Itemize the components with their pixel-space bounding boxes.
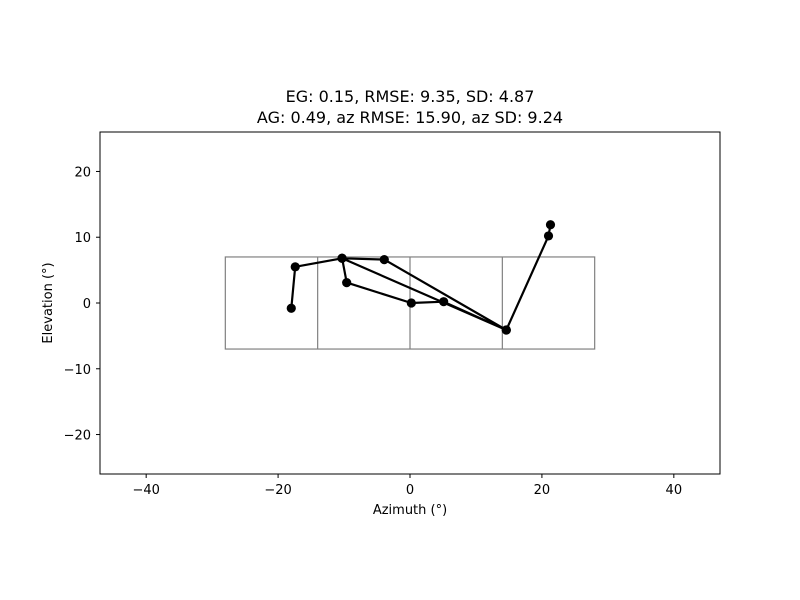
x-tick-label: −20 [264,483,291,498]
chart-title-line-1: EG: 0.15, RMSE: 9.35, SD: 4.87 [286,87,535,106]
data-point-0-5 [342,278,352,288]
series-line-0 [290,223,552,332]
x-tick-label: −40 [132,483,159,498]
data-point-0-10 [290,262,300,272]
y-axis-label: Elevation (°) [41,262,56,343]
y-axis-ticks: −20 −10 0 10 20 [64,165,100,444]
x-axis-ticks: −40 −20 0 20 40 [132,474,682,498]
data-point-0-11 [286,303,296,313]
reference-rectangle-group [224,256,596,350]
y-tick-label: −10 [64,363,91,378]
data-series-group [286,220,556,335]
data-point-0-7 [439,297,449,307]
data-point-0-3 [379,254,389,265]
data-point-0-6 [406,298,416,308]
chart-title-line-2: AG: 0.49, az RMSE: 15.90, az SD: 9.24 [257,108,563,127]
y-tick-label: 0 [83,297,91,312]
data-point-0-1 [543,231,554,241]
data-point-0-9 [337,253,347,263]
data-point-0-0 [545,220,556,230]
y-tick-label: −20 [64,429,91,444]
x-tick-label: 20 [534,483,551,498]
x-tick-label: 0 [406,483,414,498]
data-point-0-8 [501,325,511,335]
y-tick-label: 20 [74,165,91,180]
x-tick-label: 40 [666,483,683,498]
x-axis-label: Azimuth (°) [373,503,447,518]
y-tick-label: 10 [74,231,91,246]
